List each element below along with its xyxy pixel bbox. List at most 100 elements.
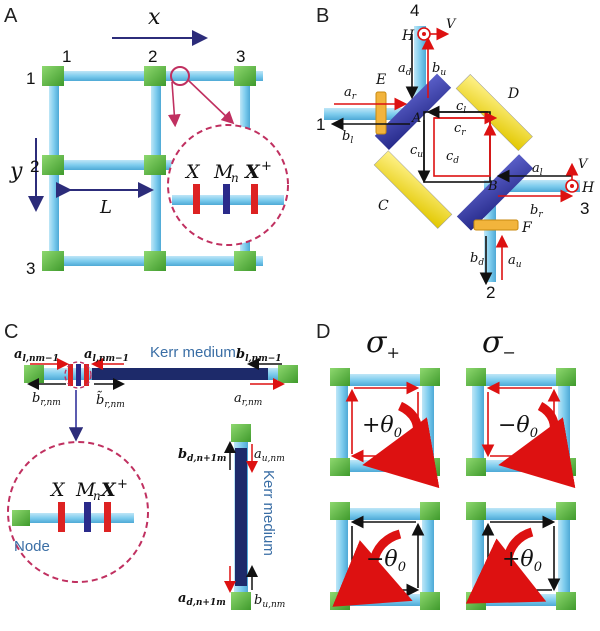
c-a-u-label: au,nm	[254, 447, 285, 464]
row-label-2: 2	[30, 157, 39, 176]
V-top-label: V	[446, 17, 457, 32]
M-element	[223, 184, 230, 214]
port-1-label: 1	[316, 115, 325, 134]
node-label: Node	[14, 538, 50, 555]
c-d-label: cd	[446, 149, 459, 166]
c-a-r-label: ar,nm	[234, 391, 262, 408]
c-inset-node	[12, 510, 30, 526]
b-d-label: bd	[470, 251, 484, 268]
theta-tl: +θ0	[362, 413, 402, 441]
c-inset-plus-sup: +	[117, 477, 128, 492]
row-label-1: 1	[26, 69, 35, 88]
theta-bl: −θ0	[366, 547, 406, 575]
c-a-l-left-label: al,nm−1	[14, 347, 59, 364]
c-X-small	[68, 364, 73, 386]
theta-br: +θ0	[502, 547, 542, 575]
sigma-minus-label: σ−	[482, 325, 516, 362]
pol-H-right-dot	[570, 184, 574, 188]
mirror-C	[374, 73, 452, 150]
c-inset-waveguide	[16, 513, 134, 523]
a-r-label: ar	[344, 85, 357, 102]
E-label: E	[375, 72, 386, 88]
c-M-small	[76, 364, 81, 386]
kerr-medium-vertical-label: Kerr medium	[260, 470, 277, 556]
loop-tr	[466, 368, 576, 489]
c-r-label: cr	[454, 121, 466, 138]
panel-d: D σ+ σ−	[316, 321, 576, 610]
panel-c-label: C	[4, 321, 18, 343]
loop-tl	[330, 368, 440, 489]
c-a-l-mid-label: al,nm−1	[84, 347, 129, 364]
y-axis-label: y	[9, 159, 23, 184]
theta-tr: −θ0	[498, 413, 538, 441]
c-inset-Xplus-label: X	[100, 479, 117, 501]
c-a-d-label: ad,n+1m	[178, 591, 226, 608]
inset-n-sub: n	[231, 171, 239, 185]
X-element	[193, 184, 200, 214]
kerr-medium-top-label: Kerr medium	[150, 344, 236, 361]
loop-br	[465, 502, 576, 610]
L-label: L	[99, 197, 112, 218]
c-b-d-label: bd,n+1m	[178, 447, 226, 464]
b-r-label: br	[530, 203, 543, 220]
A-label: A	[411, 111, 421, 126]
inset-plus-sup: +	[261, 159, 272, 174]
inset-M-label: M	[213, 161, 234, 183]
row-label-3: 3	[26, 259, 35, 278]
Xplus-element	[251, 184, 258, 214]
c-inset-M	[84, 502, 91, 532]
c-inset-Xplus	[104, 502, 111, 532]
port-3-label: 3	[580, 199, 589, 218]
zoom-circle-c	[64, 361, 92, 389]
pol-H-top-dot	[422, 32, 426, 36]
x-axis-label: x	[148, 5, 161, 30]
c-inset-M-label: M	[75, 479, 96, 501]
H-top-label: H	[401, 28, 415, 44]
b-l-label: bl	[342, 129, 353, 146]
panel-a-label: A	[4, 5, 18, 27]
loop-bl	[330, 502, 440, 610]
c-l-label: cl	[456, 99, 466, 116]
sigma-plus-label: σ+	[366, 325, 400, 362]
node-top	[231, 424, 251, 442]
col-label-3: 3	[236, 47, 245, 66]
mirror-D	[456, 154, 534, 231]
resonator	[373, 73, 534, 231]
c-b-r-tilde-label: b̃r,nm	[96, 391, 125, 410]
panel-c: C al,nm−1 al,nm−1 Kerr medium bl,nm−1 br…	[4, 321, 298, 610]
a-d-label: ad	[398, 61, 412, 78]
node-bottom	[231, 592, 251, 610]
port-4-label: 4	[410, 1, 419, 20]
inset-X-label: X	[184, 161, 201, 183]
panel-b-label: B	[316, 5, 329, 27]
D-label: D	[507, 86, 519, 102]
c-u-label: cu	[410, 143, 423, 160]
a-u-label: au	[508, 253, 522, 270]
kerr-horizontal	[92, 368, 268, 380]
element-F	[473, 219, 519, 231]
port-2-label: 2	[486, 283, 495, 302]
mirror-B	[373, 150, 453, 229]
V-right-label: V	[578, 157, 589, 172]
c-zoom-inset-circle	[7, 441, 149, 583]
kerr-vertical	[235, 448, 247, 586]
c-inset-X-label: X	[49, 479, 66, 501]
c-Xplus-small	[84, 364, 89, 386]
c-b-l-right-label: bl,nm−1	[236, 347, 282, 364]
inset-Xplus-label: X	[244, 161, 261, 183]
zoom-line-2	[187, 79, 235, 125]
node-left	[24, 365, 44, 383]
C-label: C	[378, 198, 389, 214]
grid-nodes	[42, 66, 256, 271]
a-l-label: al	[532, 161, 543, 178]
c-b-r-label: br,nm	[32, 391, 61, 408]
c-b-u-label: bu,nm	[254, 593, 285, 610]
node-right	[278, 365, 298, 383]
panel-a: A x y 1 2 3 1 2 3	[4, 5, 289, 278]
c-inset-X	[58, 502, 65, 532]
zoom-line-1	[167, 81, 181, 128]
element-E	[375, 91, 387, 135]
B-label: B	[487, 179, 498, 194]
panel-b: B	[316, 1, 595, 302]
